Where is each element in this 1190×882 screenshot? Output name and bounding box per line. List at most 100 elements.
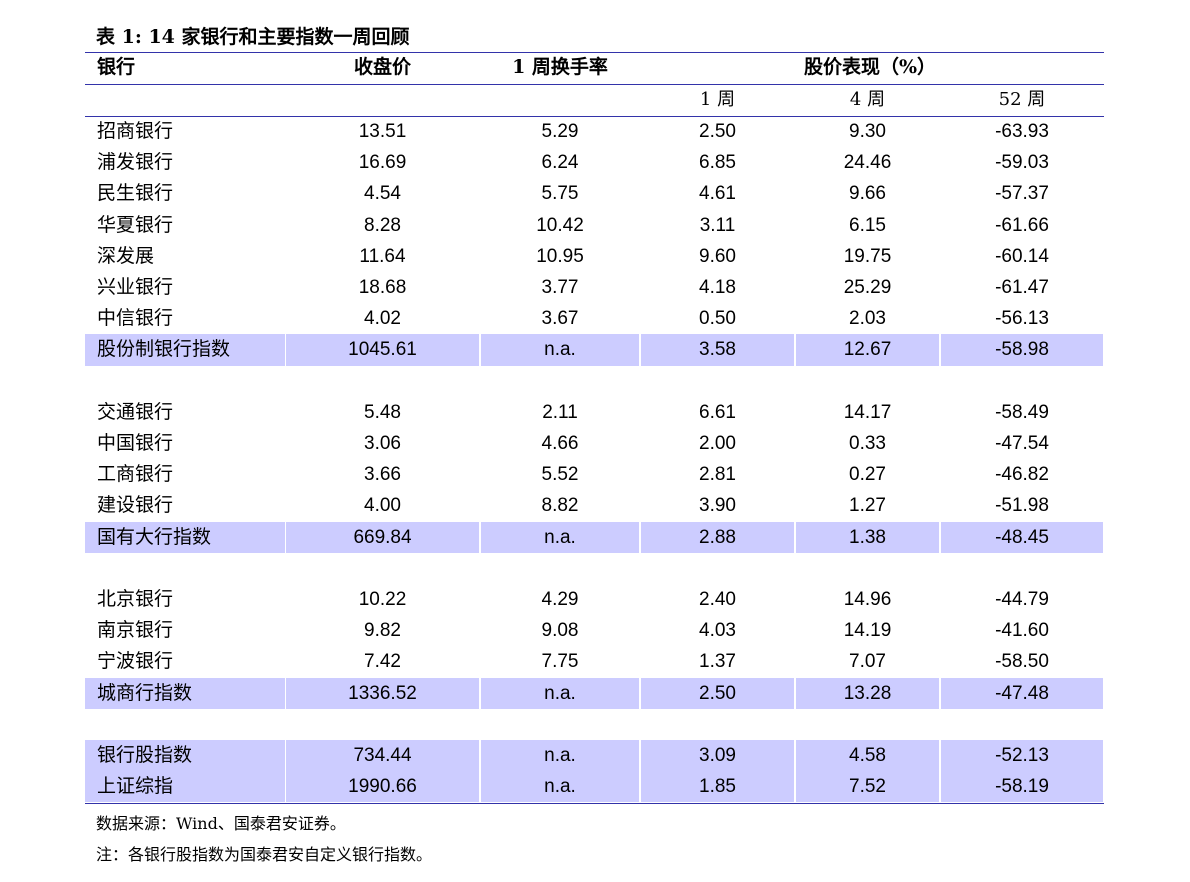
label-cell: 北京银行: [97, 588, 174, 610]
value-cell: 9.30: [849, 121, 886, 142]
value-cell: 3.11: [699, 214, 736, 236]
value-cell: 10.42: [536, 214, 584, 236]
label-cell: 银行股指数: [97, 744, 193, 766]
value-cell: 14.96: [843, 589, 892, 610]
value-cell: 11.64: [359, 245, 406, 267]
row-shade: [481, 771, 639, 803]
value-cell: 2.11: [542, 401, 578, 423]
value-cell: 7.52: [849, 776, 886, 798]
rule: [85, 52, 1104, 53]
value-cell: 25.29: [843, 277, 892, 298]
value-cell: 2.50: [699, 121, 736, 142]
row-shade: [641, 771, 794, 803]
value-cell: -56.13: [995, 308, 1049, 330]
value-cell: 7.07: [849, 651, 886, 673]
label-cell: 中国银行: [97, 432, 174, 454]
row-shade: [286, 740, 479, 772]
label-cell: 宁波银行: [97, 650, 174, 673]
value-cell: -58.49: [995, 401, 1049, 423]
label-cell: 招商银行: [97, 120, 174, 142]
value-cell: 1336.52: [348, 682, 417, 704]
label-cell: 上证综指: [97, 775, 174, 798]
value-cell: -58.50: [995, 651, 1049, 673]
value-cell: 2.00: [699, 433, 736, 454]
rule: [85, 803, 1104, 804]
value-cell: 10.95: [536, 245, 584, 267]
value-cell: -52.13: [995, 745, 1049, 766]
value-cell: 12.67: [843, 339, 892, 361]
value-cell: 2.40: [699, 589, 736, 610]
value-cell: 734.44: [353, 745, 412, 766]
value-cell: 6.15: [849, 214, 886, 236]
row-shade: [941, 740, 1103, 772]
header-cell: 1 周换手率: [512, 56, 608, 78]
value-cell: 2.50: [699, 682, 736, 704]
value-cell: -63.93: [995, 121, 1049, 142]
value-cell: 7.75: [541, 651, 579, 673]
value-cell: -59.03: [995, 152, 1049, 174]
value-cell: 1990.66: [348, 776, 417, 798]
value-cell: 18.68: [358, 277, 407, 298]
row-shade: [941, 334, 1103, 366]
label-cell: 南京银行: [97, 619, 174, 642]
label-cell: 深发展: [97, 244, 155, 267]
value-cell: 669.84: [353, 526, 412, 548]
value-cell: -61.66: [995, 214, 1049, 236]
value-cell: 3.77: [541, 277, 579, 298]
value-cell: 9.66: [849, 183, 886, 205]
value-cell: 19.75: [843, 245, 892, 267]
value-cell: 9.82: [364, 620, 401, 642]
label-cell: 城商行指数: [97, 681, 193, 704]
value-cell: 0.27: [849, 464, 886, 486]
subheader-cell: 4 周: [849, 89, 886, 110]
row-shade: [286, 334, 479, 366]
label-cell: 工商银行: [97, 463, 174, 486]
row-shade: [85, 521, 285, 553]
value-cell: -47.54: [995, 433, 1049, 454]
value-cell: 14.17: [843, 401, 892, 423]
value-cell: -60.14: [995, 245, 1049, 267]
value-cell: 2.81: [699, 464, 736, 486]
row-shade: [641, 334, 794, 366]
value-cell: 4.61: [699, 183, 736, 205]
row-shade: [796, 334, 939, 366]
label-cell: 华夏银行: [97, 213, 174, 236]
value-cell: 1.85: [699, 776, 736, 798]
value-cell: 3.67: [541, 308, 579, 330]
value-cell: 4.00: [364, 495, 401, 517]
value-cell: 4.66: [541, 433, 579, 454]
label-cell: 民生银行: [97, 182, 174, 205]
row-shade: [796, 740, 939, 772]
subheader-cell: 1 周: [699, 89, 736, 110]
value-cell: n.a.: [544, 745, 576, 766]
value-cell: -48.45: [995, 526, 1049, 548]
value-cell: 9.60: [699, 245, 736, 267]
row-shade: [481, 677, 639, 709]
value-cell: -58.98: [995, 339, 1049, 361]
value-cell: 1.38: [849, 526, 886, 548]
label-cell: 中信银行: [97, 307, 174, 330]
value-cell: 5.48: [364, 401, 401, 423]
value-cell: 4.29: [541, 589, 579, 610]
value-cell: 4.54: [364, 183, 401, 205]
label-cell: 股份制银行指数: [97, 338, 231, 361]
row-shade: [641, 521, 794, 553]
value-cell: n.a.: [544, 526, 576, 548]
row-shade: [85, 771, 285, 803]
value-cell: 0.50: [699, 308, 736, 330]
value-cell: 9.08: [541, 620, 579, 642]
table-title: 表 1: 14 家银行和主要指数一周回顾: [96, 26, 410, 48]
row-shade: [85, 334, 285, 366]
header-cell: 股价表现（%）: [803, 56, 937, 78]
value-cell: 5.29: [541, 121, 579, 142]
label-cell: 浦发银行: [97, 151, 174, 174]
value-cell: n.a.: [544, 682, 576, 704]
label-cell: 国有大行指数: [97, 525, 212, 548]
value-cell: n.a.: [544, 339, 576, 361]
value-cell: 0.33: [849, 433, 886, 454]
row-shade: [286, 677, 479, 709]
footnote: 数据来源：Wind、国泰君安证券。: [96, 814, 346, 833]
row-shade: [941, 521, 1103, 553]
value-cell: n.a.: [544, 776, 576, 798]
